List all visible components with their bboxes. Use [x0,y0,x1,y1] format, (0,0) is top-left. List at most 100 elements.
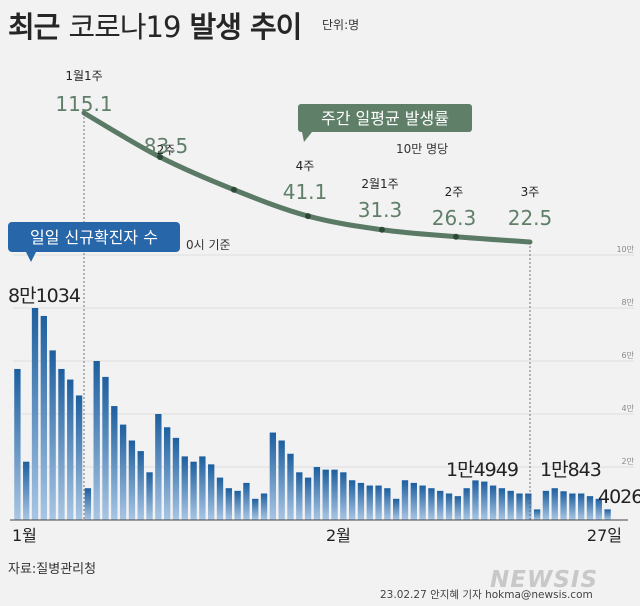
bar-annotation: 4026 [598,486,640,508]
newsis-logo: NEWSIS [490,567,599,593]
bar [542,490,550,520]
bar [560,491,567,520]
bar [481,481,488,520]
bar [454,496,462,520]
bar [269,432,277,520]
week-value: 115.1 [55,92,112,116]
bar [357,482,365,520]
bar [119,424,127,520]
bar [23,461,30,520]
bar [155,414,162,520]
bar [199,456,206,520]
bar [146,472,153,520]
weekly-point [157,154,163,161]
bar [252,498,259,520]
bar [93,361,100,520]
bar [498,488,506,520]
week-value: 22.5 [508,206,553,230]
bar [472,480,479,520]
bar [40,315,48,520]
bar [260,493,268,520]
weekly-rate-title: 주간 일평균 발생률 [321,109,449,128]
bar [49,350,56,520]
bar [604,509,611,520]
bar [111,406,118,520]
bar [577,493,585,520]
bar [437,490,444,520]
week-label: 1월1주 [65,69,102,83]
bar [516,493,523,520]
bar [278,440,285,520]
bar [84,488,92,520]
bar-annotation: 1만4949 [446,459,518,481]
bar [234,490,241,520]
week-value: 26.3 [432,206,477,230]
daily-cases-title: 일일 신규확진자 수 [30,228,158,247]
bar [322,469,329,520]
bar [304,477,312,520]
bar [586,496,594,520]
title-part-trend: 발생 추이 [189,10,303,44]
bar [296,472,303,520]
weekly-rate-tag [298,104,472,132]
bar [190,461,197,520]
weekly-rate-unit: 10만 명당 [396,142,448,156]
x-label-jan: 1월 [12,526,37,545]
week-value: 31.3 [358,198,403,222]
bar [384,488,391,520]
bar [489,485,497,520]
bar [163,427,171,520]
bar [243,482,250,520]
bar [67,379,74,520]
chart-title: 최근 코로나19 발생 추이 [8,4,303,46]
reporter-credit: 23.02.27 안지혜 기자 hokma@newsis.com [380,589,593,601]
data-source: 자료:질병관리청 [8,562,97,577]
bar [551,488,558,520]
week-value: 83.5 [144,134,189,158]
daily-cases-subtitle: 0시 기준 [186,238,231,252]
bar [507,490,514,520]
bar [331,469,338,520]
bar [393,498,400,520]
bar [445,493,453,520]
bar [569,493,576,520]
week-label: 3주 [521,185,540,199]
bar [102,376,109,520]
bar [348,480,356,520]
y-tick-label: 10만 [616,245,634,254]
bar [137,451,144,520]
bar [401,480,409,520]
bar [410,482,417,520]
bar-annotation: 8만1034 [8,285,81,307]
bar [366,485,373,520]
week-label: 4주 [296,159,315,173]
bar [419,485,426,520]
title-part-covid: 코로나19 [68,10,181,44]
weekly-point [453,233,459,240]
bar [14,368,21,520]
bar [225,488,232,520]
weekly-point [231,186,237,193]
bar [58,368,65,520]
unit-label: 단위:명 [322,18,360,32]
bar [287,453,294,520]
y-tick-label: 4만 [622,404,635,413]
bar [128,440,136,520]
bar [463,488,470,520]
y-tick-label: 2만 [622,457,635,466]
y-tick-label: 8만 [622,298,635,307]
bar [181,456,188,520]
x-label-end: 27일 [587,526,622,545]
bar [208,464,215,520]
bar [75,395,83,520]
bar-annotation: 1만843 [540,459,601,481]
title-part-recent: 최근 [8,10,60,44]
bar [31,308,39,520]
bar [428,488,435,520]
bar [313,467,321,520]
bar [172,437,180,520]
week-label: 2주 [157,143,176,157]
weekly-rate-tag-pointer [302,132,312,142]
x-label-feb: 2월 [326,526,351,545]
daily-cases-tag-pointer [26,252,36,262]
